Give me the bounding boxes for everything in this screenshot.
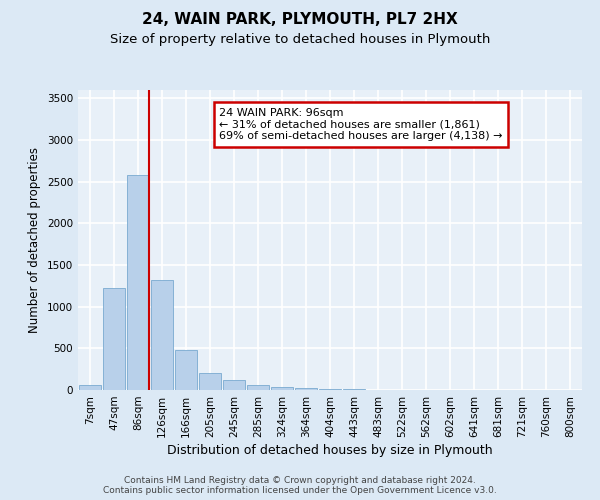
Text: Contains HM Land Registry data © Crown copyright and database right 2024.
Contai: Contains HM Land Registry data © Crown c…: [103, 476, 497, 495]
Bar: [295, 388, 317, 390]
Text: 24 WAIN PARK: 96sqm
← 31% of detached houses are smaller (1,861)
69% of semi-det: 24 WAIN PARK: 96sqm ← 31% of detached ho…: [219, 108, 503, 141]
Bar: [271, 387, 293, 390]
Y-axis label: Number of detached properties: Number of detached properties: [28, 147, 41, 333]
Text: 24, WAIN PARK, PLYMOUTH, PL7 2HX: 24, WAIN PARK, PLYMOUTH, PL7 2HX: [142, 12, 458, 28]
Bar: [199, 374, 221, 390]
X-axis label: Distribution of detached houses by size in Plymouth: Distribution of detached houses by size …: [167, 444, 493, 457]
Bar: [127, 175, 149, 390]
Text: Size of property relative to detached houses in Plymouth: Size of property relative to detached ho…: [110, 32, 490, 46]
Bar: [247, 385, 269, 390]
Bar: [79, 385, 101, 390]
Bar: [103, 288, 125, 390]
Bar: [223, 380, 245, 390]
Bar: [175, 350, 197, 390]
Bar: [319, 389, 341, 390]
Bar: [151, 280, 173, 390]
